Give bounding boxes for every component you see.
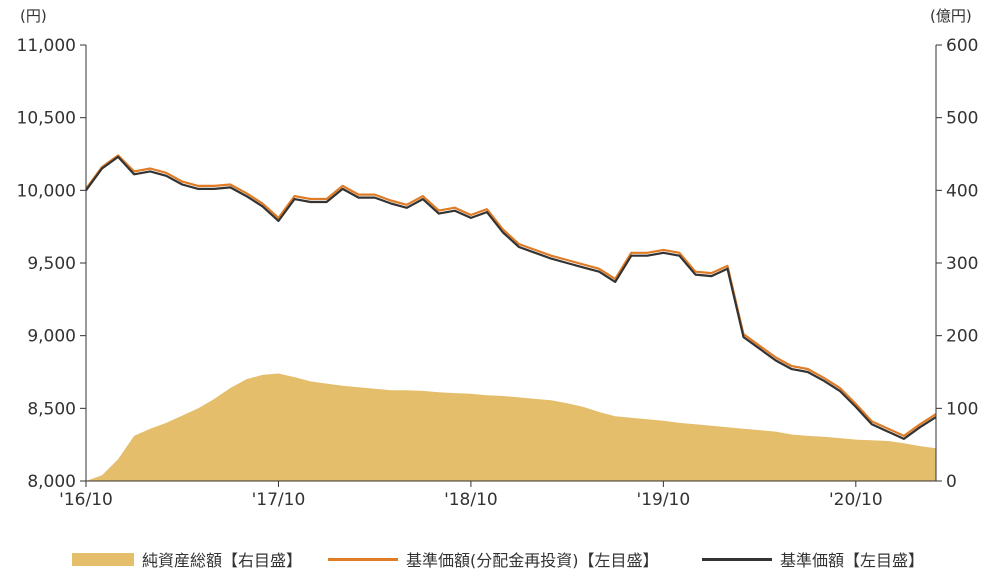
- right-tick-label: 200: [946, 327, 978, 347]
- x-tick-label: '16/10: [59, 490, 113, 510]
- net-assets-area: [86, 373, 936, 481]
- axes-layer: 8,000 8,500 9,000 9,500 10,000 10,500 11,000 0 1…: [17, 36, 979, 510]
- legend: 純資産総額【右目盛】 基準価額(分配金再投資)【左目盛】 基準価額【左目盛】: [0, 546, 981, 572]
- legend-swatch-nav: [702, 557, 772, 561]
- right-tick-label: 100: [946, 399, 978, 419]
- left-tick-label: 10,000: [17, 181, 76, 201]
- right-axis-unit: (億円): [930, 7, 972, 25]
- left-tick-label: 9,000: [27, 327, 76, 347]
- left-tick-label: 11,000: [17, 36, 76, 56]
- left-tick-label: 8,000: [27, 472, 76, 492]
- right-tick-label: 500: [946, 109, 978, 129]
- right-tick-label: 300: [946, 254, 978, 274]
- nav-line: [85, 155, 937, 440]
- left-tick-label: 8,500: [27, 399, 76, 419]
- right-tick-label: 400: [946, 181, 978, 201]
- legend-item-nav-reinvested: 基準価額(分配金再投資)【左目盛】: [328, 546, 659, 572]
- legend-label-nav-reinvested: 基準価額(分配金再投資)【左目盛】: [406, 551, 659, 570]
- right-tick-label: 0: [946, 472, 957, 492]
- chart: 8,000 8,500 9,000 9,500 10,000 10,500 11,000 0 1…: [17, 7, 979, 510]
- left-axis-unit: (円): [20, 7, 47, 25]
- x-tick-label: '20/10: [829, 490, 883, 510]
- net-assets-area-layer: [86, 373, 936, 481]
- left-tick-label: 9,500: [27, 254, 76, 274]
- legend-swatch-nav-reinvested: [328, 557, 398, 561]
- legend-swatch-net-assets: [72, 552, 134, 566]
- legend-label-net-assets: 純資産総額【右目盛】: [142, 551, 303, 570]
- legend-label-nav: 基準価額【左目盛】: [780, 551, 925, 570]
- left-tick-label: 10,500: [17, 109, 76, 129]
- x-tick-label: '19/10: [637, 490, 691, 510]
- x-tick-label: '17/10: [252, 490, 306, 510]
- legend-item-nav: 基準価額【左目盛】: [702, 546, 924, 572]
- x-tick-label: '18/10: [444, 490, 498, 510]
- legend-item-net-assets: 純資産総額【右目盛】: [72, 546, 302, 572]
- nav-reinvested-line: [85, 154, 937, 437]
- nav-lines-layer: [85, 154, 937, 440]
- right-tick-label: 600: [946, 36, 978, 56]
